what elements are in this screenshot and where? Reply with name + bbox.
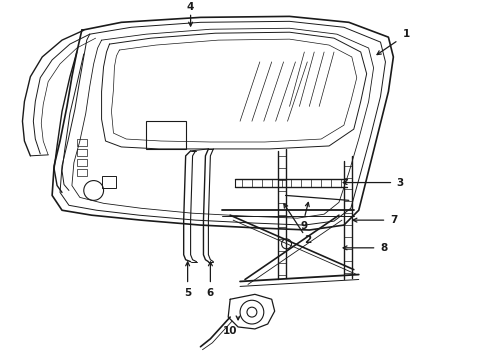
Text: 10: 10 — [223, 326, 238, 336]
Text: 4: 4 — [187, 3, 195, 13]
Text: 7: 7 — [391, 215, 398, 225]
Text: 6: 6 — [207, 288, 214, 298]
Text: 9: 9 — [301, 221, 308, 231]
Text: 5: 5 — [184, 288, 191, 298]
Text: 2: 2 — [304, 235, 311, 245]
Text: 8: 8 — [381, 243, 388, 253]
Text: 1: 1 — [403, 29, 410, 39]
Text: 3: 3 — [397, 177, 404, 188]
Circle shape — [282, 239, 292, 249]
